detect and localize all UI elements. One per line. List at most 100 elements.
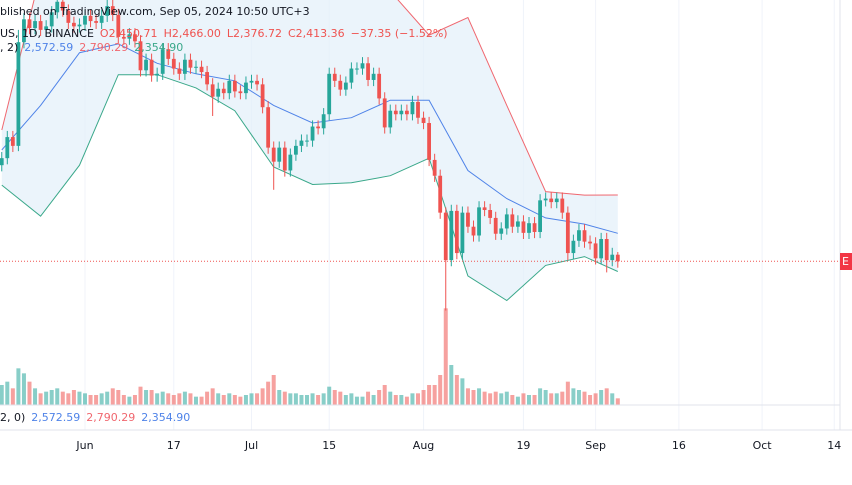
header: blished on TradingView.com, Sep 05, 2024… [0,5,448,424]
x-tick-label: 15 [322,439,336,452]
volume-bar [349,393,354,405]
volume-bar [194,396,198,405]
volume-bar [560,391,565,405]
legend-value: 2,790.29 [79,41,128,54]
candle-body [49,12,54,27]
candle-body [5,137,10,159]
candle-body [66,10,71,23]
candle-body [260,84,265,108]
candle-body [604,239,609,261]
candle-body [466,212,470,227]
volume-bar [327,386,332,405]
candle-body [588,241,592,244]
candle-body [321,114,326,129]
x-tick-label: 19 [516,439,530,452]
volume-bar [538,388,543,405]
x-tick-label: Oct [753,439,773,452]
volume-bar [404,396,409,405]
candle-body [255,80,259,85]
volume-bar [21,373,26,405]
price-scale-tag [840,253,852,270]
volume-bar [277,390,282,405]
legend-value: 2,790.29 [86,411,135,424]
x-tick-label: Aug [413,439,434,452]
volume-bar [499,393,504,405]
volume-bar [388,391,393,405]
candle-body [554,198,559,203]
candle-body [582,230,587,242]
legend-value: 2,572.59 [31,411,80,424]
volume-bar [521,393,526,405]
x-axis: Jun 17 Jul 15 Aug 19 Sep 16 Oct 14 [75,439,841,452]
volume-bar [132,395,137,405]
candle-body [615,254,620,262]
candle-body [360,63,365,69]
candle-body [38,21,43,30]
candle-body [349,68,354,83]
volume-bar [305,395,309,405]
volume-bar [16,368,21,405]
volume-bar [554,393,559,405]
candle-body [538,200,542,232]
volume-bar [399,395,404,405]
candle-body [305,140,309,142]
candle-body [210,84,215,97]
volume-bar [271,375,276,405]
candle-body [33,21,37,29]
volume-bar [432,385,437,405]
volume-bar [477,388,482,405]
volume-bar [354,396,359,405]
candle-body [16,42,21,146]
candle-body [527,223,531,233]
volume-bar [532,395,537,405]
volume-bar [332,390,337,405]
volume-bar [427,385,432,405]
volume-bar [110,388,115,405]
candle-body [44,26,49,30]
volume-bar [199,396,204,405]
volume-bar [410,393,415,405]
volume-bar [510,395,515,405]
volume-bar [188,393,193,405]
candle-body [94,21,98,23]
volume-bar [576,390,581,405]
volume-bar [382,385,387,405]
candle-body [477,207,481,236]
candle-body [110,6,115,15]
volume-bar [571,388,576,405]
legend-value: 2,354.90 [141,411,190,424]
volume-bar [482,391,487,405]
candle-body [471,226,476,236]
volume-bar [615,398,620,405]
candle-body [521,221,526,233]
volume-bar [99,393,104,405]
candle-body [560,198,565,213]
volume-bar [216,393,221,405]
volume-bar [543,390,548,405]
candle-body [166,49,171,59]
candle-body [10,137,15,146]
volume-bar [454,375,459,405]
volume-bar [27,381,32,405]
volume-bar [144,390,149,405]
candle-body [532,223,537,232]
volume-bar [393,395,398,405]
symbol-text: US, 1D, BINANCE [0,27,94,40]
candle-body [516,221,520,227]
volume-bar [266,381,271,405]
volume-bar [88,395,93,405]
lower-legend: 2,572.59 2,790.29 2,354.90 [31,411,190,424]
volume-bar [282,391,287,405]
volume-bar [49,390,54,405]
candle-body [388,110,393,128]
candle-body [543,198,548,201]
volume-bar [443,308,448,405]
candle-body [238,91,243,94]
volume-bar [77,391,82,405]
candle-body [549,198,554,203]
candle-body [377,73,382,99]
candle-body [266,107,271,148]
volume-bar [316,395,321,405]
candle-body [410,101,415,115]
candle-body [510,214,515,227]
